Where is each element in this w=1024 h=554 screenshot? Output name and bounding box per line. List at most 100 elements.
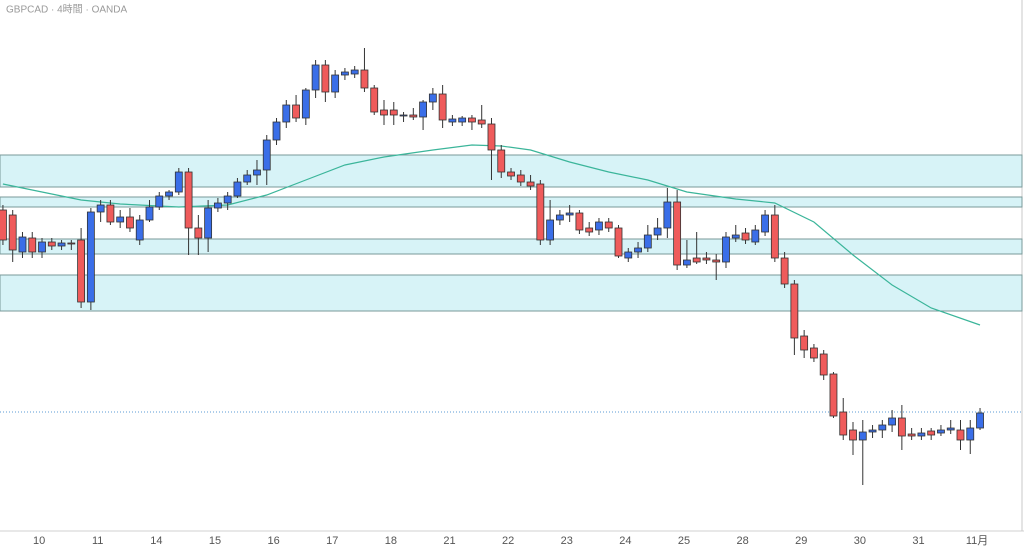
chart-title: GBPCAD · 4時間 · OANDA [6, 4, 127, 16]
candle-body [0, 209, 7, 241]
candle-body [331, 74, 340, 93]
candle-body [634, 247, 642, 253]
candle-body [253, 169, 261, 176]
candle-body [350, 69, 359, 75]
candle-body [282, 104, 291, 123]
candle-body [272, 121, 281, 141]
x-tick-label: 11 [92, 535, 103, 547]
candle-body [96, 204, 105, 213]
candle-body [741, 232, 750, 241]
candle-body [927, 430, 936, 436]
x-tick-label: 30 [854, 535, 866, 547]
candle-body [839, 411, 848, 436]
candle-body [790, 283, 799, 339]
x-tick-label: 16 [267, 535, 279, 547]
candle-body [458, 117, 467, 123]
candle-body [321, 64, 330, 93]
candle-body [712, 259, 721, 263]
candle-body [585, 227, 594, 233]
candle-body [966, 427, 975, 441]
candle-body [28, 237, 37, 253]
x-tick-label: 14 [150, 535, 162, 547]
candle-body [536, 183, 545, 241]
candle-body [145, 206, 154, 221]
candle-body [243, 174, 252, 183]
candle-body [301, 89, 310, 119]
candle-body [976, 412, 984, 429]
candle-body [770, 214, 779, 259]
candle-body [419, 101, 427, 118]
candle-body [438, 93, 447, 121]
candle-body [858, 431, 867, 441]
candle-body [868, 429, 877, 433]
candle-body [116, 216, 125, 223]
candle-body [341, 71, 349, 76]
candle-body [487, 123, 496, 151]
plot [0, 48, 1023, 485]
candle-body [477, 119, 486, 125]
candle-body [673, 201, 682, 266]
candle-body [761, 214, 769, 233]
candle-body [184, 171, 193, 229]
candle-body [18, 236, 27, 253]
candle-body [917, 432, 926, 437]
candle-body [448, 118, 457, 123]
x-tick-label: 24 [619, 535, 631, 547]
candle-body [194, 227, 203, 239]
candle-body [643, 234, 652, 249]
candle-body [800, 335, 809, 351]
candle-body [77, 239, 85, 303]
candle-body [516, 174, 525, 183]
x-tick-label: 22 [502, 535, 514, 547]
x-tick-label: 11月 [966, 535, 988, 547]
candle-body [555, 214, 564, 221]
candle-body [38, 241, 46, 253]
x-tick-label: 29 [795, 535, 807, 547]
candle-body [888, 417, 896, 426]
candle-body [106, 204, 115, 223]
candle-body [399, 114, 408, 117]
candle-body [946, 427, 955, 431]
candle-body [937, 429, 945, 434]
candle-body [497, 149, 506, 173]
candle-body [604, 221, 613, 229]
candle-body [47, 241, 56, 247]
candle-body [624, 251, 633, 259]
candle-body [204, 207, 213, 239]
zone [0, 274, 1023, 312]
candle-body [380, 109, 388, 116]
candle-body [126, 216, 134, 229]
x-tick-label: 28 [736, 535, 748, 547]
candle-body [428, 93, 437, 103]
candle-body [614, 227, 623, 257]
candle-body [233, 181, 242, 197]
candle-body [468, 117, 476, 123]
candle-body [722, 236, 730, 263]
x-tick-label: 18 [385, 535, 397, 547]
zone [0, 238, 1023, 255]
x-tick-label: 10 [33, 535, 45, 547]
candle-body [565, 212, 574, 216]
candle-body [57, 242, 66, 247]
candle-body [849, 429, 857, 441]
candle-body [731, 234, 740, 239]
candle-body [663, 201, 672, 229]
candle-body [360, 69, 369, 89]
candle-body [223, 195, 232, 204]
candle-body [155, 195, 164, 208]
zone [0, 196, 1023, 208]
candle-body [819, 353, 828, 376]
x-tick-label: 23 [561, 535, 573, 547]
candle-body [575, 212, 584, 231]
candle-body [810, 347, 818, 359]
x-tick-label: 25 [678, 535, 690, 547]
candle-body [683, 259, 691, 266]
candle-body [897, 417, 906, 437]
x-tick-label: 21 [443, 535, 455, 547]
candle-body [829, 373, 838, 417]
candle-body [507, 171, 515, 177]
x-tick-label: 15 [209, 535, 221, 547]
candle-body [292, 104, 300, 119]
candle-body [370, 87, 379, 113]
